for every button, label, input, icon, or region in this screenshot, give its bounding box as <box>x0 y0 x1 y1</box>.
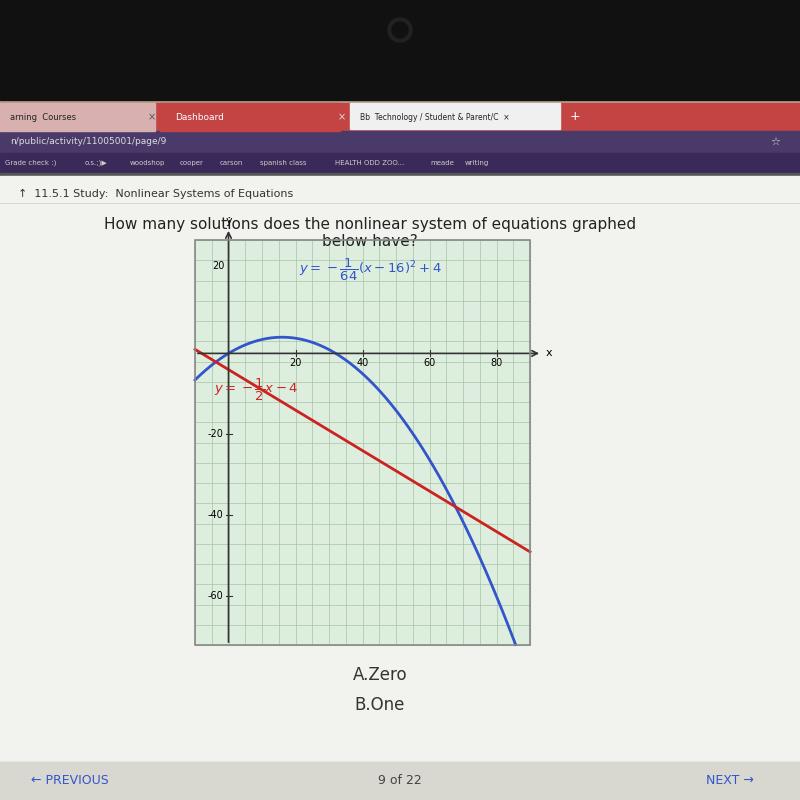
Text: cooper: cooper <box>180 160 204 166</box>
Bar <box>160 103 340 131</box>
Text: -20: -20 <box>208 430 223 439</box>
Text: writing: writing <box>465 160 490 166</box>
Text: 80: 80 <box>490 358 502 368</box>
Text: ×: × <box>338 112 346 122</box>
Text: y: y <box>225 216 232 226</box>
Bar <box>0 0 800 100</box>
Bar <box>0 131 800 153</box>
Bar <box>0 103 800 131</box>
Bar <box>195 240 530 645</box>
Bar <box>0 176 800 762</box>
Text: 20: 20 <box>290 358 302 368</box>
Text: o.s.;)▶: o.s.;)▶ <box>85 160 108 166</box>
Bar <box>195 240 530 645</box>
Text: ×: × <box>148 112 156 122</box>
Bar <box>0 762 800 800</box>
Text: below have?: below have? <box>322 234 418 249</box>
Circle shape <box>392 22 408 38</box>
Bar <box>0 762 800 764</box>
Text: ← PREVIOUS: ← PREVIOUS <box>31 774 109 787</box>
Bar <box>0 173 800 176</box>
Text: spanish class: spanish class <box>260 160 306 166</box>
Text: HEALTH ODD ZOO...: HEALTH ODD ZOO... <box>335 160 404 166</box>
Text: NEXT →: NEXT → <box>706 774 754 787</box>
Text: ☆: ☆ <box>770 137 780 147</box>
Text: -40: -40 <box>208 510 223 520</box>
Text: How many solutions does the nonlinear system of equations graphed: How many solutions does the nonlinear sy… <box>104 217 636 231</box>
Text: Bb  Technology / Student & Parent/C  ×: Bb Technology / Student & Parent/C × <box>360 113 510 122</box>
Text: woodshop: woodshop <box>130 160 166 166</box>
Text: 60: 60 <box>423 358 436 368</box>
Text: -60: -60 <box>208 591 223 602</box>
Text: ↑  11.5.1 Study:  Nonlinear Systems of Equations: ↑ 11.5.1 Study: Nonlinear Systems of Equ… <box>18 189 294 199</box>
Text: Dashboard: Dashboard <box>175 113 224 122</box>
Text: A.Zero: A.Zero <box>353 666 407 684</box>
Text: Grade check :): Grade check :) <box>5 160 56 166</box>
Text: +: + <box>570 110 581 123</box>
Text: n/public/activity/11005001/page/9: n/public/activity/11005001/page/9 <box>10 138 166 146</box>
Text: arning  Courses: arning Courses <box>10 113 76 122</box>
Circle shape <box>388 18 412 42</box>
Bar <box>350 103 560 129</box>
Text: 20: 20 <box>212 262 225 271</box>
Text: carson: carson <box>220 160 243 166</box>
Text: B.One: B.One <box>355 696 405 714</box>
Bar <box>0 153 800 173</box>
Text: $y = -\dfrac{1}{2}x - 4$: $y = -\dfrac{1}{2}x - 4$ <box>214 377 298 403</box>
Text: meade: meade <box>430 160 454 166</box>
Text: $y = -\dfrac{1}{64}(x - 16)^2 + 4$: $y = -\dfrac{1}{64}(x - 16)^2 + 4$ <box>298 257 442 283</box>
Text: 9 of 22: 9 of 22 <box>378 774 422 787</box>
Bar <box>0 103 155 131</box>
Text: x: x <box>546 349 553 358</box>
Text: 40: 40 <box>356 358 369 368</box>
